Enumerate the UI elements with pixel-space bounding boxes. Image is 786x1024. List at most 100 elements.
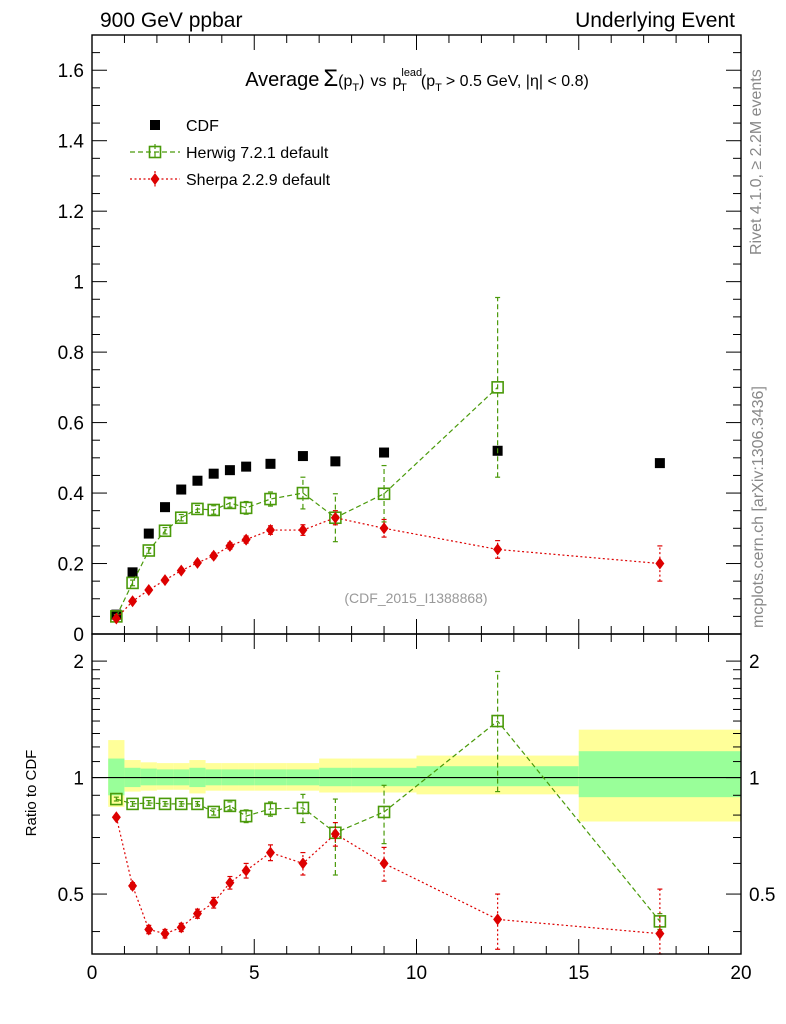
analysis-watermark: (CDF_2015_I1388868) xyxy=(344,590,487,606)
data-point xyxy=(239,501,253,515)
x-tick-label: 5 xyxy=(249,963,260,984)
ratio-y-tick-label-right: 0.5 xyxy=(749,885,775,906)
ratio-series-line-0 xyxy=(116,720,661,922)
ratio-y-tick-label-left: 2 xyxy=(73,652,84,673)
legend-label: Herwig 7.2.1 default xyxy=(186,145,329,162)
ratio-point xyxy=(209,896,219,909)
ratio-point xyxy=(296,801,310,815)
ratio-y-tick-label-left: 1 xyxy=(73,769,84,790)
title-p: p xyxy=(392,73,401,90)
main-panel: 00.20.40.60.811.21.41.6 Average Σ(pT) vs pl… xyxy=(58,34,742,646)
y-tick-label: 0.2 xyxy=(58,555,84,576)
data-point xyxy=(265,524,275,537)
data-point xyxy=(493,543,503,556)
ratio-point xyxy=(493,913,503,926)
ratio-point xyxy=(192,907,202,920)
data-point xyxy=(379,522,389,535)
data-point xyxy=(296,486,310,500)
ratio-point xyxy=(655,927,665,940)
ratio-point xyxy=(491,714,504,728)
data-point xyxy=(491,381,504,394)
title-pt-open: (p xyxy=(338,73,352,90)
ratio-point xyxy=(191,797,204,811)
data-point xyxy=(209,549,219,562)
title-pt-close: ) xyxy=(359,73,364,90)
title-cut-sub: T xyxy=(435,82,442,94)
y-tick-label: 1.2 xyxy=(58,202,84,223)
ratio-point xyxy=(110,792,123,806)
title-p-sup: lead xyxy=(401,67,422,79)
header-right-label: Underlying Event xyxy=(575,9,735,32)
legend-marker xyxy=(150,120,160,130)
ratio-point xyxy=(158,797,172,811)
data-point xyxy=(379,447,390,458)
data-point xyxy=(330,511,340,524)
legend-label: Sherpa 2.2.9 default xyxy=(186,172,331,189)
title-sigma: Σ xyxy=(323,65,338,92)
data-point xyxy=(192,556,202,569)
title-cut-rest: > 0.5 GeV, |η| < 0.8) xyxy=(446,73,589,90)
data-point xyxy=(654,458,665,469)
ratio-point xyxy=(265,846,275,859)
data-point xyxy=(160,502,171,513)
data-point xyxy=(655,557,665,570)
legend-marker xyxy=(150,173,160,185)
data-point xyxy=(265,458,276,469)
ratio-bands xyxy=(92,729,741,822)
data-point xyxy=(111,612,121,625)
title-vs: vs xyxy=(370,73,386,90)
y-tick-label: 0.6 xyxy=(58,414,84,435)
ratio-y-axis-label: Ratio to CDF xyxy=(23,750,40,837)
y-tick-label: 0.8 xyxy=(58,343,84,364)
x-tick-label: 0 xyxy=(87,963,98,984)
x-tick-label: 15 xyxy=(568,963,589,984)
y-tick-label: 0.4 xyxy=(58,484,85,505)
data-point xyxy=(142,544,156,557)
ratio-point xyxy=(126,797,139,811)
uncertainty-band-inner xyxy=(108,758,125,796)
ratio-point xyxy=(176,921,186,934)
data-point xyxy=(144,583,154,596)
ratio-point xyxy=(241,864,251,877)
ratio-point xyxy=(223,799,237,813)
data-point xyxy=(377,487,391,501)
data-point xyxy=(176,484,187,495)
legend-marker xyxy=(148,145,162,159)
legend-label: CDF xyxy=(186,118,219,135)
ratio-point xyxy=(298,857,308,870)
data-point xyxy=(330,456,341,467)
uncertainty-band-inner xyxy=(140,768,157,786)
data-point xyxy=(225,539,235,552)
main-axes: 0 0.2 0.4 0.6 0.8 1 1.2 1.4 1.6 xyxy=(58,34,742,646)
title-pt-sub: T xyxy=(352,82,359,94)
y-tick-label: 1.4 xyxy=(58,132,85,153)
data-point xyxy=(241,461,252,472)
header-left-label: 900 GeV ppbar xyxy=(100,9,242,32)
ratio-point xyxy=(144,923,154,936)
rivet-version-label: Rivet 4.1.0, ≥ 2.2M events xyxy=(748,69,765,255)
ratio-point xyxy=(239,809,253,823)
title-cut-open: (p xyxy=(421,73,435,90)
data-point xyxy=(176,564,186,577)
data-point xyxy=(297,451,308,462)
ratio-panel: 0.5 0.51 12 20 5 10 15 20 xyxy=(58,633,775,984)
ratio-point xyxy=(377,805,391,819)
mcplots-label: mcplots.cern.ch [arXiv:1306.3436] xyxy=(750,386,767,628)
data-point xyxy=(208,468,219,479)
data-point xyxy=(143,528,154,539)
data-point xyxy=(126,576,139,590)
data-point xyxy=(223,496,237,510)
data-point xyxy=(264,492,277,506)
main-data-layer xyxy=(110,296,665,625)
ratio-y-tick-label-right: 1 xyxy=(749,769,760,790)
y-tick-label: 1.6 xyxy=(58,61,84,82)
ratio-y-tick-label-right: 2 xyxy=(749,652,760,673)
ratio-point xyxy=(264,802,277,816)
ratio-point xyxy=(174,797,188,811)
ratio-point xyxy=(128,879,138,892)
ratio-data-layer xyxy=(110,670,667,955)
ratio-point xyxy=(225,876,235,889)
ratio-point xyxy=(142,796,156,810)
ratio-y-tick-label-left: 0.5 xyxy=(58,885,84,906)
data-point xyxy=(241,533,251,546)
